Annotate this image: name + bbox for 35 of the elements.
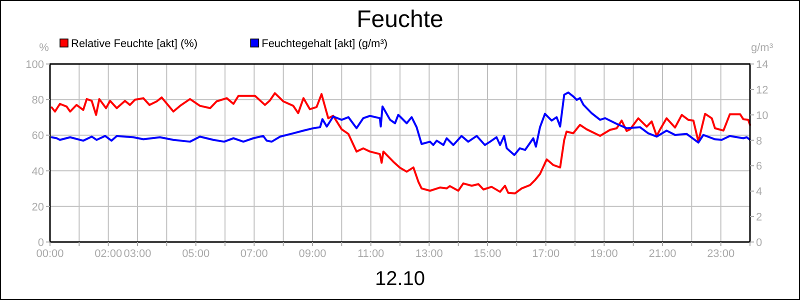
x-tick-label: 15:00 [474,248,502,260]
y2-tick-label: 2 [756,212,762,224]
y-tick-label: 20 [32,201,44,214]
x-axis-title: 12.10 [374,268,426,290]
x-tick-label: 19:00 [590,248,618,260]
y2-tick-label: 10 [756,110,768,122]
y-axis-title: % [39,42,50,54]
y-tick-label: 40 [32,166,44,178]
legend-label: Relative Feuchte [akt] (%) [71,38,198,50]
y2-tick-label: 0 [756,237,762,249]
line-series [50,92,751,194]
x-tick-label: 02:00 [94,248,122,260]
y2-tick-label: 8 [756,135,762,148]
y-tick-label: 0 [38,237,44,249]
y2-tick-label: 4 [756,186,762,198]
x-tick-label: 03:00 [124,248,152,260]
line-series [50,91,751,156]
x-tick-label: 09:00 [298,248,326,260]
y2-tick-label: 12 [756,84,768,96]
y-tick-label: 80 [32,94,44,107]
x-tick-label: 17:00 [532,248,560,260]
x-tick-label: 00:00 [36,248,64,260]
y-tick-label: 100 [26,59,44,71]
x-tick-label: 07:00 [240,248,268,260]
legend-label: Feuchtegehalt [akt] (g/m³) [262,38,388,50]
y2-tick-label: 6 [756,160,762,173]
x-tick-label: 13:00 [415,248,443,260]
x-tick-label: 21:00 [648,248,676,260]
x-tick-label: 05:00 [182,248,210,260]
y-tick-label: 60 [32,130,44,142]
y2-tick-label: 14 [756,59,768,71]
y2-axis-title: g/m³ [751,42,774,54]
x-tick-label: 11:00 [357,248,384,260]
chart-title: Feuchte [356,6,444,33]
x-tick-label: 23:00 [707,248,735,260]
